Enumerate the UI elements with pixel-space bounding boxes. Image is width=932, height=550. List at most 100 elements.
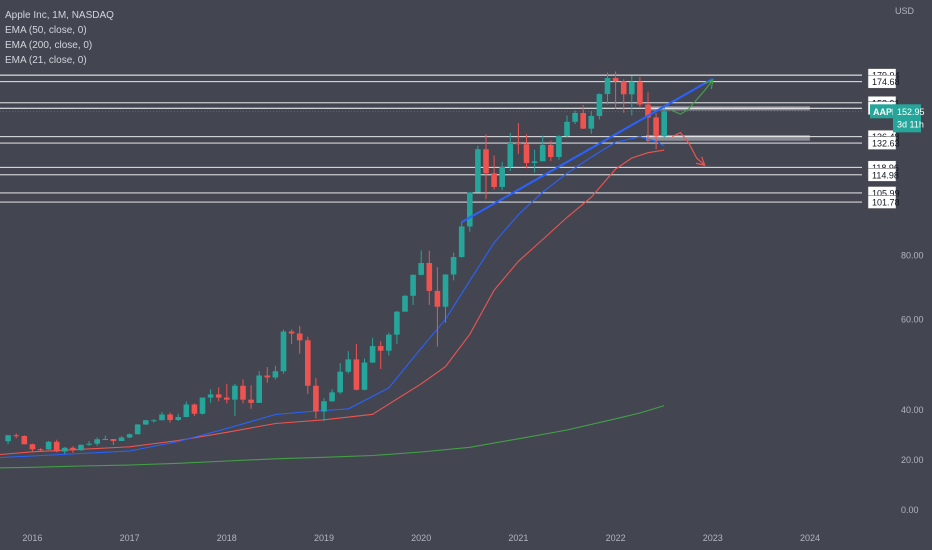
- candle-body: [240, 385, 246, 400]
- projection-arrowhead: [695, 156, 706, 167]
- indicator-ema200[interactable]: EMA (200, close, 0): [5, 40, 93, 51]
- candle-body: [386, 334, 392, 351]
- candle-body: [507, 142, 514, 168]
- chart-title: Apple Inc, 1M, NASDAQ: [5, 10, 114, 21]
- level-label: 101.78: [872, 198, 900, 208]
- candle-body: [353, 359, 360, 390]
- candle-body: [207, 394, 214, 398]
- candle-body: [272, 371, 279, 378]
- candle-body: [361, 362, 368, 390]
- candle-body: [256, 375, 262, 403]
- x-tick-label: 2019: [314, 533, 334, 543]
- candle-body: [191, 404, 198, 414]
- level-tag: [867, 195, 897, 209]
- candle-body: [102, 439, 109, 440]
- candle-body: [37, 449, 44, 451]
- candle-body: [564, 121, 570, 136]
- projection-arrowhead: [704, 79, 714, 90]
- candle-body: [475, 149, 481, 193]
- candle-body: [394, 311, 400, 335]
- candle-body: [126, 434, 133, 438]
- level-tag: [867, 168, 897, 182]
- candle-body: [515, 142, 522, 145]
- candle-body: [572, 112, 578, 122]
- candle-body: [183, 404, 190, 417]
- candle-body: [199, 397, 206, 414]
- candle-body: [345, 359, 352, 372]
- candle-body: [110, 439, 117, 441]
- candle-body: [369, 346, 376, 363]
- last-price-label: 152.95: [897, 107, 925, 117]
- candle-body: [5, 435, 11, 442]
- ema50-line: [0, 149, 665, 456]
- candle-body: [118, 437, 125, 441]
- x-tick-label: 2023: [703, 533, 723, 543]
- y-tick-label: 40.00: [901, 405, 924, 415]
- countdown-label: 3d 11h: [897, 119, 924, 129]
- candle-body: [596, 94, 603, 116]
- candle-body: [588, 115, 595, 129]
- candle-body: [13, 435, 19, 437]
- chart-legend: Apple Inc, 1M, NASDAQ EMA (50, close, 0)…: [5, 8, 114, 68]
- up-projection: [672, 79, 714, 115]
- candle-body: [321, 401, 327, 412]
- candle-body: [539, 144, 546, 162]
- x-tick-label: 2017: [120, 533, 140, 543]
- candle-body: [175, 417, 181, 420]
- candle-body: [215, 394, 222, 398]
- candle-body: [653, 117, 659, 137]
- candle-body: [62, 447, 68, 452]
- level-label: 118.96: [872, 163, 899, 173]
- candle-body: [329, 392, 335, 402]
- indicator-ema50[interactable]: EMA (50, close, 0): [5, 25, 87, 36]
- candle-body: [637, 81, 643, 105]
- candle-body: [45, 441, 52, 450]
- ticker-tag: [870, 104, 896, 119]
- level-tag: [867, 136, 897, 150]
- candle-body: [377, 346, 384, 351]
- candle-body: [604, 78, 611, 95]
- level-label: 174.68: [872, 77, 900, 87]
- candle-body: [280, 331, 287, 372]
- candle-body: [86, 443, 92, 445]
- candle-body: [288, 331, 295, 334]
- y-tick-label: 60.00: [901, 315, 924, 325]
- currency-label: USD: [894, 6, 914, 16]
- level-label: 132.63: [872, 139, 900, 149]
- candle-body: [612, 78, 619, 82]
- last-price-tag: [893, 104, 921, 133]
- candle-body: [620, 81, 627, 95]
- level-label: 114.98: [872, 170, 899, 180]
- candle-body: [151, 420, 157, 422]
- x-tick-label: 2024: [800, 533, 820, 543]
- x-tick-label: 2021: [508, 533, 528, 543]
- candle-body: [499, 167, 505, 187]
- candle-body: [410, 274, 416, 296]
- level-label: 105.99: [872, 188, 900, 198]
- candle-body: [442, 274, 449, 307]
- candle-body: [458, 226, 465, 258]
- indicator-ema21[interactable]: EMA (21, close, 0): [5, 55, 87, 66]
- candle-body: [467, 192, 473, 227]
- candle-body: [94, 439, 100, 444]
- ema200-line: [0, 405, 665, 469]
- y-tick-label: 20.00: [901, 455, 924, 465]
- candle-body: [53, 441, 60, 452]
- candle-body: [264, 375, 271, 378]
- candle-body: [134, 424, 141, 435]
- candle-body: [29, 444, 36, 450]
- support-zone: [646, 135, 810, 141]
- candle-body: [70, 447, 76, 451]
- candle-body: [21, 436, 28, 445]
- candle-body: [645, 104, 651, 118]
- candle-body: [531, 161, 538, 163]
- candle-body: [523, 144, 530, 163]
- ticker-label: AAPL: [873, 107, 898, 117]
- candle-body: [418, 262, 424, 275]
- candle-body: [491, 173, 497, 187]
- candle-body: [78, 444, 84, 451]
- candle-body: [450, 257, 457, 275]
- candle-body: [337, 371, 343, 393]
- ema21-line: [0, 136, 665, 459]
